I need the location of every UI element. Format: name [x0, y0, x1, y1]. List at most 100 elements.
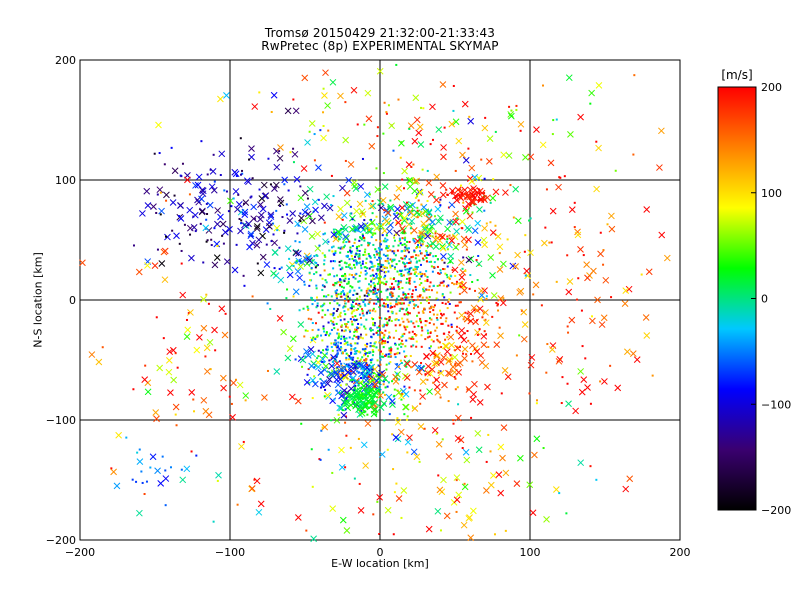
data-point: [364, 403, 367, 406]
data-point: [414, 271, 417, 274]
data-point-x: [296, 274, 303, 282]
data-point: [320, 334, 323, 337]
data-point-x: [452, 210, 459, 218]
data-point-x: [172, 403, 180, 411]
data-point: [131, 478, 134, 481]
data-point: [368, 283, 371, 286]
data-point: [307, 308, 310, 311]
data-point-x: [242, 199, 250, 206]
data-point: [343, 330, 346, 333]
data-point: [384, 340, 387, 343]
data-point: [475, 259, 478, 262]
data-point-x: [497, 295, 505, 302]
data-point: [344, 305, 347, 308]
data-point: [453, 349, 456, 352]
data-point-x: [318, 214, 325, 222]
data-point: [323, 269, 326, 272]
data-point: [436, 291, 439, 294]
data-point: [401, 243, 404, 246]
data-point: [158, 152, 161, 155]
data-point-x: [381, 183, 389, 191]
data-point-x: [527, 153, 535, 161]
data-point: [428, 347, 431, 350]
data-point: [336, 352, 339, 355]
data-point: [302, 307, 305, 310]
data-point-x: [461, 483, 469, 491]
data-point-x: [485, 158, 493, 165]
data-points: [79, 63, 671, 543]
data-point-x: [230, 379, 237, 387]
data-point: [351, 244, 354, 247]
data-point: [381, 342, 384, 345]
data-point: [373, 324, 376, 327]
data-point: [313, 133, 316, 136]
data-point: [338, 304, 341, 307]
data-point: [363, 325, 366, 328]
y-tick-label: 0: [69, 294, 76, 307]
data-point: [405, 281, 408, 284]
data-point: [454, 362, 457, 365]
data-point: [397, 285, 400, 288]
data-point: [366, 267, 369, 270]
data-point: [423, 427, 426, 430]
data-point: [356, 357, 359, 360]
data-point: [335, 295, 338, 298]
data-point: [337, 315, 340, 318]
data-point: [285, 297, 288, 300]
data-point: [411, 255, 414, 258]
data-point-x: [567, 131, 574, 138]
data-point: [359, 358, 362, 361]
data-point: [378, 329, 381, 332]
data-point: [336, 354, 339, 357]
data-point-x: [590, 267, 597, 275]
data-point: [439, 269, 442, 272]
data-point: [361, 260, 364, 263]
data-point: [283, 183, 286, 186]
data-point-x: [577, 245, 584, 253]
data-point: [400, 516, 403, 519]
data-point-x: [395, 389, 403, 396]
data-point-x: [273, 368, 281, 375]
data-point-x: [143, 187, 151, 195]
data-point: [446, 265, 449, 268]
data-point: [230, 402, 233, 405]
data-point: [340, 291, 343, 294]
data-point: [406, 262, 409, 265]
data-point-x: [448, 120, 456, 128]
data-point: [542, 447, 545, 450]
data-point: [371, 265, 374, 268]
data-point-x: [629, 350, 637, 357]
data-point-x: [238, 443, 245, 450]
data-point-x: [288, 393, 296, 401]
data-point: [444, 302, 447, 305]
data-point: [323, 330, 326, 333]
data-point: [369, 329, 372, 332]
data-point: [403, 325, 406, 328]
data-point-x: [271, 185, 278, 192]
data-point: [476, 333, 479, 336]
data-point-x: [393, 229, 401, 237]
data-point: [451, 268, 454, 271]
data-point-x: [419, 378, 427, 385]
data-point: [401, 297, 404, 300]
data-point: [339, 376, 342, 379]
data-point-x: [501, 367, 509, 374]
data-point: [347, 280, 350, 283]
data-point: [206, 239, 209, 242]
data-point-x: [482, 309, 489, 316]
data-point: [355, 263, 358, 266]
data-point: [350, 370, 353, 373]
data-point: [420, 203, 423, 206]
y-axis-label: N-S location [km]: [31, 252, 45, 348]
data-point-x: [602, 276, 610, 284]
data-point: [287, 189, 290, 192]
data-point: [443, 261, 446, 264]
data-point: [339, 384, 342, 387]
data-point: [398, 352, 401, 355]
data-point-x: [374, 186, 382, 193]
data-point: [324, 255, 327, 258]
data-point: [426, 280, 429, 283]
data-point-x: [656, 164, 663, 171]
data-point: [188, 193, 191, 196]
data-point-x: [88, 351, 96, 358]
